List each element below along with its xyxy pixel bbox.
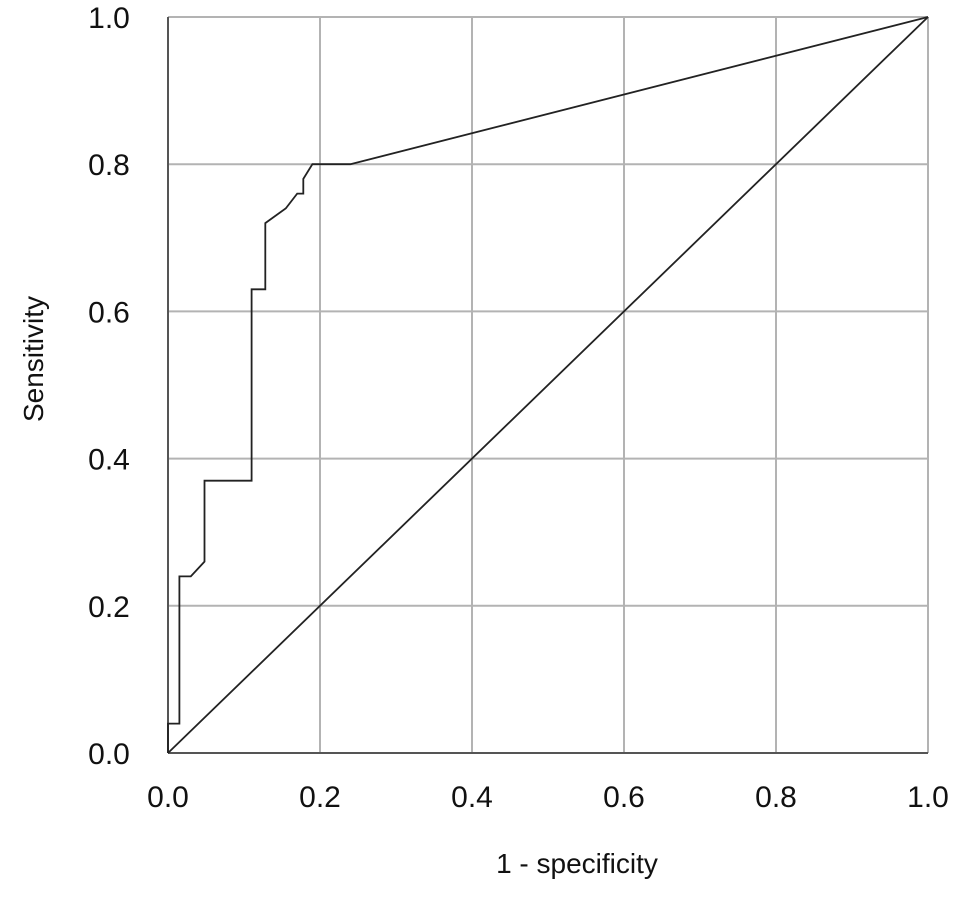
y-axis-title: Sensitivity bbox=[18, 296, 49, 422]
reference-diagonal bbox=[167, 16, 929, 754]
y-tick-label-2: 0.4 bbox=[88, 444, 130, 477]
y-tick-label-0: 0.0 bbox=[88, 738, 130, 771]
x-tick-label-0: 0.0 bbox=[147, 781, 189, 814]
series-group bbox=[167, 16, 929, 754]
y-tick-label-5: 1.0 bbox=[88, 2, 130, 35]
y-tick-labels: 0.0 0.2 0.4 0.6 0.8 1.0 bbox=[88, 2, 130, 771]
x-tick-label-3: 0.6 bbox=[603, 781, 645, 814]
x-tick-label-1: 0.2 bbox=[299, 781, 341, 814]
y-tick-label-1: 0.2 bbox=[88, 591, 130, 624]
plot-frame bbox=[167, 17, 928, 754]
x-tick-label-4: 0.8 bbox=[755, 781, 797, 814]
y-tick-label-4: 0.8 bbox=[88, 149, 130, 182]
x-tick-label-2: 0.4 bbox=[451, 781, 493, 814]
roc-curve bbox=[167, 16, 929, 753]
x-tick-labels: 0.0 0.2 0.4 0.6 0.8 1.0 bbox=[147, 781, 949, 814]
y-tick-label-3: 0.6 bbox=[88, 296, 130, 329]
grid bbox=[168, 16, 929, 753]
x-tick-label-5: 1.0 bbox=[907, 781, 949, 814]
x-axis-title: 1 - specificity bbox=[496, 848, 658, 879]
